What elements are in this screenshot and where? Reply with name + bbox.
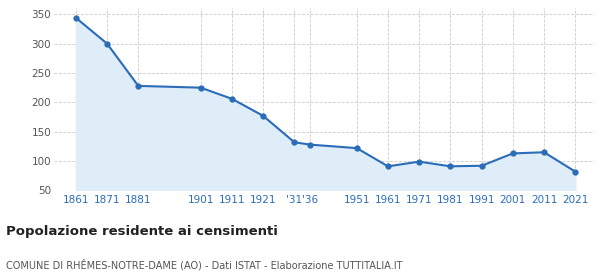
Text: COMUNE DI RHÊMES-NOTRE-DAME (AO) - Dati ISTAT - Elaborazione TUTTITALIA.IT: COMUNE DI RHÊMES-NOTRE-DAME (AO) - Dati … xyxy=(6,259,403,270)
Text: Popolazione residente ai censimenti: Popolazione residente ai censimenti xyxy=(6,225,278,238)
